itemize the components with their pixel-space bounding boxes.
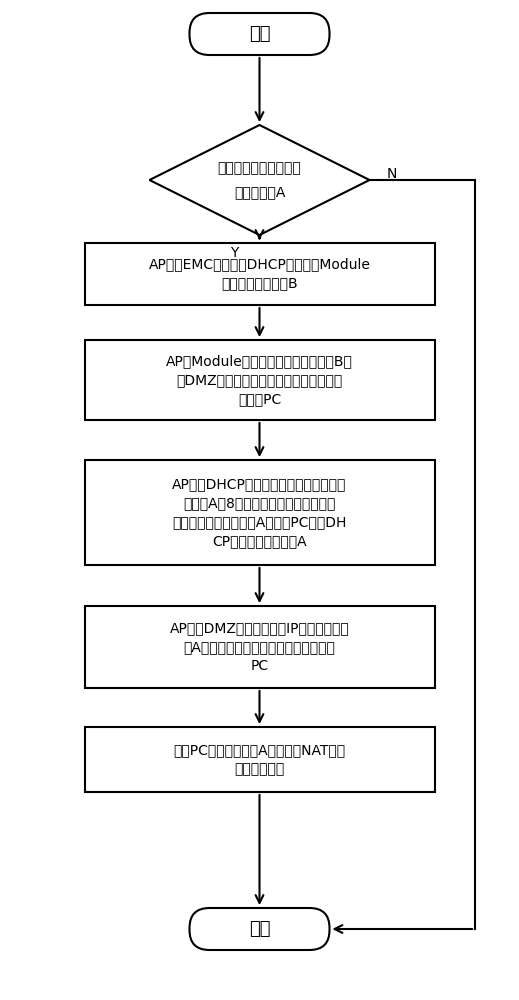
- Text: 启DMZ功能，并将下行数据包全部重定向: 启DMZ功能，并将下行数据包全部重定向: [176, 373, 343, 387]
- FancyBboxPatch shape: [189, 908, 330, 950]
- Text: Y: Y: [230, 246, 239, 260]
- Text: 是否被注册？且被分配: 是否被注册？且被分配: [217, 161, 302, 175]
- Text: 网地址A与8位掩码计算的网关地址，且: 网地址A与8位掩码计算的网关地址，且: [183, 496, 336, 510]
- Text: N: N: [386, 167, 397, 181]
- Text: AP启动DHCP服务器，网关修改配置为公: AP启动DHCP服务器，网关修改配置为公: [172, 477, 347, 491]
- Text: AP开启DMZ功能，其目的IP地址为公网地: AP开启DMZ功能，其目的IP地址为公网地: [170, 621, 349, 635]
- FancyBboxPatch shape: [189, 13, 330, 55]
- Polygon shape: [149, 125, 370, 235]
- Text: 获取一个私网地址B: 获取一个私网地址B: [221, 276, 298, 290]
- Text: 结束: 结束: [249, 920, 270, 938]
- Bar: [85, 340, 434, 420]
- Text: 开始: 开始: [249, 25, 270, 43]
- Bar: [85, 460, 434, 565]
- Bar: [85, 606, 434, 688]
- Text: 了公网地址A: 了公网地址A: [234, 185, 285, 199]
- Text: 至下联PC: 至下联PC: [238, 392, 281, 406]
- Bar: [85, 727, 434, 792]
- Text: AP通过EMC方式启动DHCP客户端向Module: AP通过EMC方式启动DHCP客户端向Module: [148, 257, 371, 271]
- Text: 下联PC使用公网地址A通过两次NAT与外: 下联PC使用公网地址A通过两次NAT与外: [173, 743, 346, 757]
- Bar: [85, 243, 434, 305]
- Text: CP拿到唯一公网地址A: CP拿到唯一公网地址A: [212, 534, 307, 548]
- Text: AP向Module发送指令，针对私网地址B开: AP向Module发送指令，针对私网地址B开: [166, 354, 353, 368]
- Text: 部服务器通信: 部服务器通信: [235, 762, 284, 776]
- Text: 地址池仅包含公网地址A，下联PC通过DH: 地址池仅包含公网地址A，下联PC通过DH: [172, 515, 347, 529]
- Text: PC: PC: [251, 659, 268, 673]
- Text: 址A，并将下行数据包全部重定向至下联: 址A，并将下行数据包全部重定向至下联: [184, 640, 335, 654]
